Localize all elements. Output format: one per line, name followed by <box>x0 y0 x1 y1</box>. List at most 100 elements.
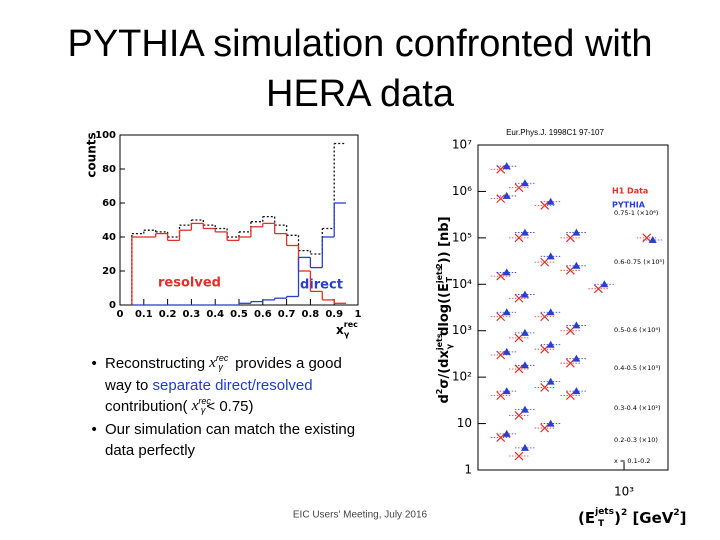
annotation: 0.5-0.6 (×10⁴) <box>614 326 660 334</box>
data-point <box>502 191 511 199</box>
y-tick-label: 80 <box>102 164 116 175</box>
data-point <box>502 308 511 316</box>
data-point <box>496 271 506 281</box>
y-tick-label: 10³ <box>452 323 472 337</box>
data-point <box>520 361 529 369</box>
data-point <box>540 257 550 267</box>
data-point <box>520 328 529 336</box>
data-point <box>565 391 575 401</box>
data-point <box>572 261 581 269</box>
data-point <box>642 233 652 243</box>
data-point <box>648 235 657 243</box>
sup: rec <box>216 353 229 363</box>
title-line: HERA data <box>266 73 455 115</box>
legend-label: PYTHIA <box>612 201 646 210</box>
data-point <box>496 433 506 442</box>
y-tick-label: 20 <box>102 266 116 277</box>
data-point <box>514 364 524 374</box>
x-tick-label: 0.4 <box>206 309 224 320</box>
data-point <box>540 383 550 392</box>
sup: 2 <box>621 508 627 518</box>
text: provides a good <box>231 355 342 372</box>
y-tick-label: 100 <box>95 130 116 141</box>
y-tick-label: 10⁷ <box>452 138 472 152</box>
text: )) [nb] <box>437 216 452 263</box>
data-point <box>572 354 581 362</box>
data-point <box>572 387 581 395</box>
plot-frame <box>477 144 669 471</box>
highlight: separate direct/resolved <box>153 377 313 394</box>
title-line: PYTHIA simulation confronted with <box>67 23 652 65</box>
math: x <box>191 398 199 414</box>
data-point <box>496 312 506 322</box>
x-tick-label: 0.3 <box>183 309 201 320</box>
data-point <box>546 419 555 427</box>
sup: 2 <box>673 508 679 518</box>
data-point <box>565 358 575 368</box>
sup: 2 <box>435 263 444 269</box>
annotation: 0.2-0.3 (×10) <box>614 436 658 444</box>
sup: rec <box>198 396 211 406</box>
footer: EIC Users' Meeting, July 2016 <box>293 510 428 521</box>
data-point <box>565 265 575 275</box>
x-tick-label: 1 <box>355 309 362 320</box>
y-axis-label: counts <box>85 132 99 177</box>
data-point <box>520 228 529 236</box>
sup: jets <box>435 333 444 351</box>
text: σ/(dx <box>437 350 452 389</box>
data-point <box>540 312 550 322</box>
data-point <box>520 443 529 451</box>
annotation: 0.75-1 (×10⁶) <box>614 209 658 217</box>
data-point <box>546 308 555 316</box>
x-tick-label: 0.1 <box>135 309 153 320</box>
y-tick-label: 1 <box>464 463 472 477</box>
data-point <box>572 321 581 329</box>
y-tick-label: 10 <box>457 416 472 430</box>
data-point <box>514 410 524 420</box>
data-point <box>520 290 529 298</box>
data-point <box>600 280 609 288</box>
y-tick-label: 10⁴ <box>452 277 472 291</box>
text: contribution( <box>105 398 192 415</box>
data-point <box>540 344 550 354</box>
sub: γ <box>344 330 350 339</box>
data-point <box>546 252 555 260</box>
bullet-dot: • <box>90 356 98 372</box>
annotation: x = 0.1-0.2 <box>614 457 650 465</box>
x-tick-label: 0 <box>117 309 124 320</box>
bullet-line: data perfectly <box>105 442 196 459</box>
text: dlog((E <box>437 283 452 336</box>
x-axis-label: xrec γ <box>336 320 358 339</box>
x-tick-label: 0.5 <box>230 309 248 320</box>
math: x <box>208 355 216 371</box>
data-point <box>502 387 511 395</box>
data-point <box>496 350 506 360</box>
histogram-series <box>131 202 347 306</box>
data-point <box>546 340 555 348</box>
reference: Eur.Phys.J. 1998C1 97-107 <box>506 128 604 137</box>
y-axis-label: d2σ/(dxjetsγdlog((EjetsT2)) [nb] <box>435 216 454 403</box>
annotation: 0.4-0.5 (×10³) <box>614 364 660 372</box>
y-tick-label: 10⁵ <box>452 230 472 244</box>
text: ] <box>680 509 687 527</box>
sub: T <box>598 519 605 529</box>
x-tick-label: 0.7 <box>278 309 296 320</box>
sub: γ <box>201 405 206 415</box>
bullet-dot: • <box>90 422 98 438</box>
x-tick-label: 0.8 <box>302 309 320 320</box>
sub: γ <box>218 362 223 372</box>
data-point <box>572 228 581 236</box>
sup: jets <box>594 507 614 517</box>
slide-title: PYTHIA simulation confronted with HERA da… <box>67 23 652 115</box>
y-tick-label: 0 <box>109 300 116 311</box>
data-point <box>540 200 550 210</box>
legend-label: H1 Data <box>612 187 648 196</box>
text: way to <box>104 377 153 394</box>
histogram-series <box>131 222 347 305</box>
data-point <box>502 162 511 170</box>
text: < 0.75) <box>206 398 253 415</box>
text: x <box>336 323 344 337</box>
x-tick-label: 10³ <box>614 485 634 499</box>
data-point <box>514 451 524 461</box>
data-point <box>496 164 506 174</box>
